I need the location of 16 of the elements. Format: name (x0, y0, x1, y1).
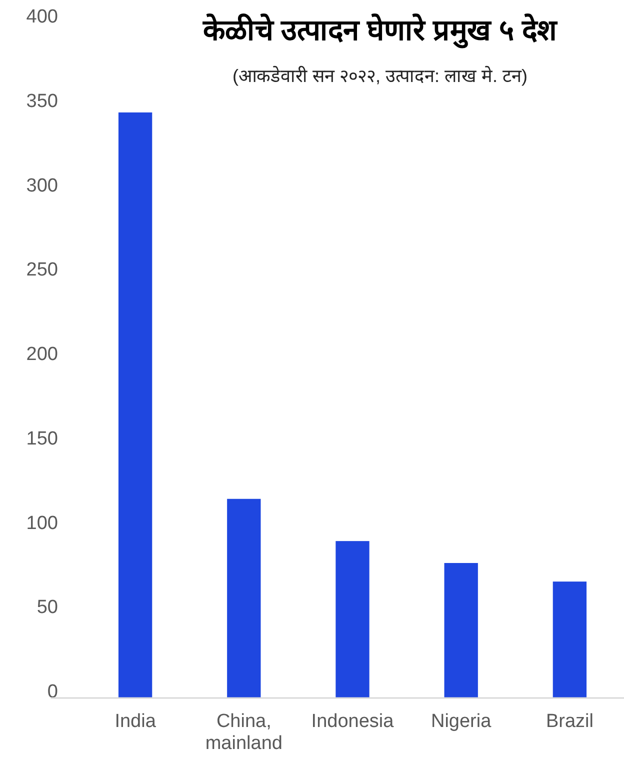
xtick: India (114, 711, 156, 732)
ytick: 400 (26, 6, 58, 28)
xtick: Brazil (546, 711, 594, 732)
xtick: Indonesia (311, 711, 394, 732)
ytick: 300 (26, 175, 58, 196)
ytick: 350 (26, 90, 58, 112)
subtitle: (आकडेवारी सन २०२२, उत्पादन: लाख मे. टन) (232, 66, 528, 86)
ytick: 50 (36, 597, 58, 618)
xtick: China, mainland (205, 711, 282, 754)
ytick: 250 (26, 260, 58, 281)
ytick: 150 (26, 428, 58, 450)
ytick: 200 (26, 344, 58, 365)
xtick: Nigeria (431, 711, 492, 732)
title: केळीचे उत्पादन घेणारे प्रमुख ५ देश (202, 15, 558, 47)
ytick: 0 (47, 682, 58, 702)
ytick: 100 (26, 512, 58, 534)
